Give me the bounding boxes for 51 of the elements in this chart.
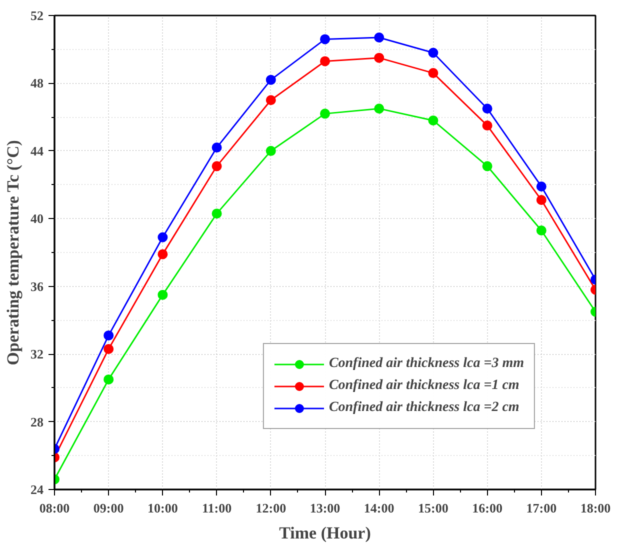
x-tick-label: 10:00 [148, 500, 178, 516]
point [482, 120, 492, 131]
y-tick-label: 36 [30, 278, 44, 294]
point [428, 68, 438, 78]
point [428, 48, 438, 58]
x-axis-title: Time (Hour) [279, 524, 371, 542]
point [212, 208, 222, 219]
x-tick-label: 15:00 [418, 500, 448, 516]
x-tick-label: 18:00 [580, 500, 611, 516]
point [266, 95, 276, 106]
point [158, 290, 168, 300]
y-tick-label: 52 [30, 8, 44, 23]
point [158, 249, 168, 260]
point [320, 34, 330, 44]
x-tick-label: 08:00 [39, 500, 70, 516]
x-tick-label: 16:00 [472, 500, 502, 516]
y-tick-label: 24 [30, 482, 44, 497]
legend-label: Confined air thickness lca =1 cm [328, 378, 520, 394]
y-tick-label: 28 [30, 414, 44, 430]
point [104, 344, 114, 354]
x-tick-label: 13:00 [310, 500, 340, 516]
point [536, 181, 546, 192]
point [482, 161, 492, 172]
x-tick-label: 17:00 [526, 500, 557, 516]
x-tick-label: 14:00 [364, 500, 394, 516]
y-tick-label: 32 [30, 346, 44, 362]
legend-label: Confined air thickness lca =3 mm [328, 356, 524, 372]
point [536, 226, 546, 236]
point [428, 115, 438, 126]
point [374, 104, 384, 114]
point [536, 195, 546, 206]
point [266, 146, 276, 156]
x-tick-label: 12:00 [256, 500, 286, 516]
point [104, 374, 114, 384]
point [104, 330, 114, 340]
point [266, 74, 276, 85]
y-tick-label: 44 [30, 143, 44, 158]
y-axis-title: Operating temperature Tc (°C) [4, 140, 22, 366]
point [158, 232, 168, 242]
point [212, 161, 222, 172]
y-tick-label: 48 [30, 76, 44, 91]
legend-label: Confined air thickness lca =2 cm [328, 400, 520, 416]
x-tick-label: 09:00 [93, 500, 124, 516]
point [320, 56, 330, 66]
point [374, 52, 384, 63]
x-tick-label: 11:00 [202, 500, 232, 516]
y-tick-label: 40 [30, 211, 44, 226]
point [374, 32, 384, 42]
point [320, 108, 330, 119]
point [212, 142, 222, 153]
point [482, 104, 492, 114]
